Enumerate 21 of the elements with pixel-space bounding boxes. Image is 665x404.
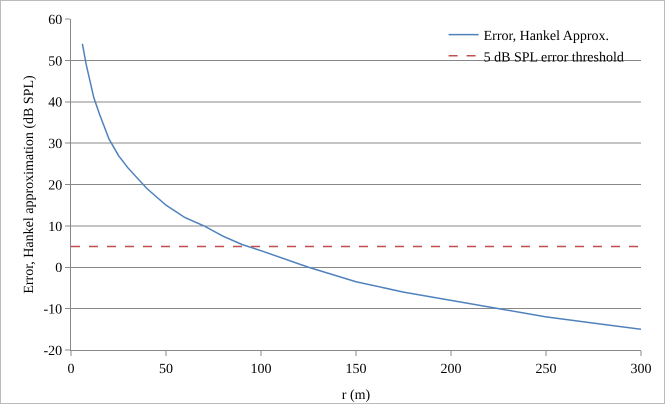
- y-tick-label: -10: [44, 302, 62, 318]
- x-tick-label: 300: [630, 362, 652, 377]
- x-tick-label: 250: [536, 362, 556, 377]
- x-tick-label: 50: [159, 362, 173, 377]
- x-tick-label: 0: [68, 362, 74, 377]
- legend-label: 5 dB SPL error threshold: [484, 50, 624, 66]
- legend-label: Error, Hankel Approx.: [484, 29, 610, 44]
- y-tick-label: 30: [48, 137, 62, 152]
- y-tick-label: 0: [55, 261, 62, 276]
- y-tick-label: -20: [44, 344, 62, 359]
- y-tick-label: 50: [48, 54, 62, 70]
- y-tick-label: 40: [48, 96, 62, 111]
- y-tick-label: 10: [48, 220, 62, 235]
- line-series: [82, 43, 641, 330]
- y-tick-label: 20: [48, 178, 62, 194]
- y-axis-title: Error, Hankel approximation (dB SPL): [22, 74, 37, 294]
- x-tick-label: 200: [440, 362, 462, 377]
- x-axis-title: r (m): [342, 388, 371, 403]
- x-tick-label: 150: [346, 362, 366, 377]
- y-tick-label: 60: [48, 12, 62, 28]
- x-tick-label: 100: [250, 362, 272, 377]
